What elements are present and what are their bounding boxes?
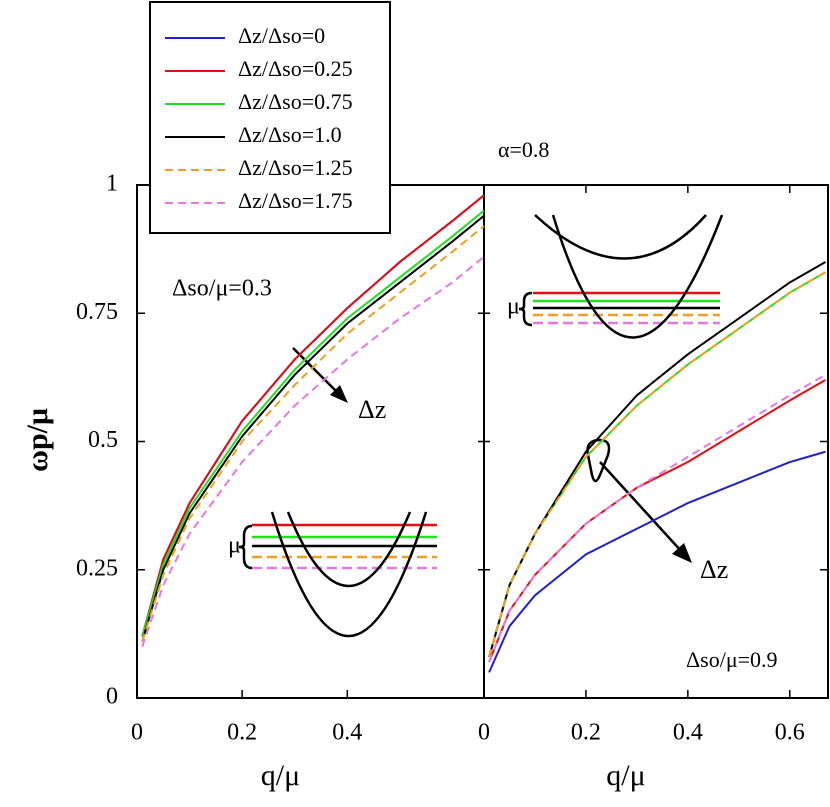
legend-label: Δz/Δso=0 [238,23,325,48]
right-frame [483,184,829,699]
data-line [488,261,826,658]
y-tick-label: 0.25 [76,555,118,581]
arrow-loop [586,438,611,483]
data-line [488,379,826,663]
data-line [488,450,826,673]
annotation: Δso/μ=0.9 [686,647,778,672]
data-line [141,215,485,642]
annotation: μ [507,294,520,320]
inset-band [534,214,707,260]
legend-label: Δz/Δso=0.75 [238,89,353,114]
legend-label: Δz/Δso=0.25 [238,56,353,81]
data-line [141,209,485,637]
legend-label: Δz/Δso=1.75 [238,188,353,213]
data-line [141,194,485,637]
arrow [292,347,341,396]
right-inset [518,214,724,339]
inset-band [270,511,428,638]
arrow [599,461,683,553]
y-axis-label: ωp/μ [21,408,54,472]
annotation: α=0.8 [498,137,549,162]
legend-label: Δz/Δso=1.0 [238,122,342,147]
y-tick-label: 0 [106,684,118,710]
inset-brace [518,291,533,327]
inset-brace [238,524,253,570]
x-tick-label: 0 [478,720,490,746]
inset-band [286,511,412,588]
x-tick-label: 0 [131,720,143,746]
legend-box [149,1,391,234]
left-frame [136,184,485,699]
y-tick-label: 0.5 [88,427,118,453]
data-line [488,373,826,663]
x-tick-label: 0.4 [673,720,703,746]
arrow-head [672,543,692,563]
x-axis-label: q/μ [261,759,300,792]
annotation: Δso/μ=0.3 [172,276,272,302]
data-line [488,271,826,658]
arrow-head [330,385,348,403]
legend: Δz/Δso=0 Δz/Δso=0.25 Δz/Δso=0.75 Δz/Δso=1.0… [165,23,353,213]
x-axis-label: q/μ [606,759,645,792]
annotation: Δz [700,555,728,584]
data-line [141,256,485,648]
data-line [141,225,485,642]
y-tick-label: 0.75 [76,299,118,325]
left-inset [238,511,437,638]
legend-label: Δz/Δso=1.25 [238,155,353,180]
x-tick-label: 0.2 [227,720,257,746]
annotation: μ [228,533,241,559]
x-tick-label: 0.2 [571,720,601,746]
inset-band [551,214,724,339]
y-tick-label: 1 [106,171,118,197]
x-tick-label: 0.6 [775,720,805,746]
x-tick-label: 0.4 [332,720,362,746]
annotation: Δz [358,395,386,424]
data-line [488,271,826,658]
arrows [292,347,692,563]
data-line [141,194,485,637]
